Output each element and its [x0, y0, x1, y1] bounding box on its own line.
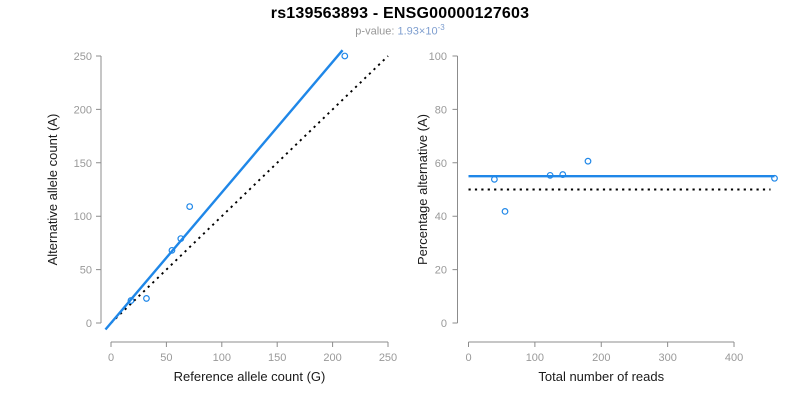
data-point: [559, 171, 567, 178]
x-tick-label: 100: [213, 352, 231, 364]
data-point: [546, 171, 554, 179]
allele-counts-scatter: 0 50 100 150 200 250 0 50 100 150 200 250 Reference …: [45, 49, 397, 384]
percentage-vs-coverage-scatter: 0 20 40 60 80 100 0 100 200 300 400 Total number of…: [415, 51, 778, 384]
plot-title: rs139563893 - ENSG00000127603: [270, 5, 530, 22]
x-tick-label: 400: [725, 352, 743, 364]
pvalue-exponent: -3: [437, 23, 445, 32]
pvalue-label: p-value:: [355, 25, 398, 38]
y-axis: [96, 55, 102, 324]
x-tick-label: 0: [465, 352, 471, 364]
x-axis: [468, 341, 735, 347]
x-axis-title: Total number of reads: [538, 369, 664, 384]
y-tick-label: 0: [86, 318, 92, 330]
data-point: [127, 297, 135, 304]
data-point: [490, 175, 498, 183]
plot-subtitle: p-value: 1.93×10-3: [0, 23, 800, 38]
x-tick-label: 300: [658, 352, 676, 364]
x-axis: [110, 341, 389, 347]
x-tick-label: 50: [160, 352, 172, 364]
data-point: [186, 203, 194, 210]
y-axis-title: Percentage alternative (A): [415, 114, 430, 265]
data-point: [341, 52, 349, 60]
identity-line: [110, 55, 389, 324]
data-point: [168, 246, 176, 254]
x-axis-title: Reference allele count (G): [174, 369, 326, 384]
data-point: [177, 235, 185, 243]
data-point: [501, 207, 509, 215]
pvalue-value: 1.93×10: [397, 25, 438, 38]
y-tick-label: 200: [74, 104, 92, 116]
x-tick-label: 150: [268, 352, 286, 364]
y-tick-label: 60: [435, 158, 447, 170]
regression-fit-line: [104, 49, 344, 331]
x-tick-label: 200: [592, 352, 610, 364]
y-tick-label: 40: [435, 211, 447, 223]
y-tick-label: 20: [435, 265, 447, 277]
y-axis-title: Alternative allele count (A): [45, 114, 60, 266]
y-axis: [452, 55, 458, 324]
y-tick-label: 0: [441, 318, 447, 330]
y-tick-label: 50: [80, 265, 92, 277]
y-tick-label: 250: [74, 51, 92, 63]
y-tick-label: 80: [435, 104, 447, 116]
x-tick-label: 0: [108, 352, 114, 364]
y-tick-label: 150: [74, 158, 92, 170]
data-point: [584, 157, 592, 165]
y-tick-label: 100: [429, 51, 447, 63]
x-tick-label: 250: [379, 352, 397, 364]
data-point: [771, 174, 778, 182]
y-tick-label: 100: [74, 211, 92, 223]
data-point: [143, 295, 150, 302]
x-tick-label: 100: [526, 352, 544, 364]
x-tick-label: 200: [323, 352, 341, 364]
